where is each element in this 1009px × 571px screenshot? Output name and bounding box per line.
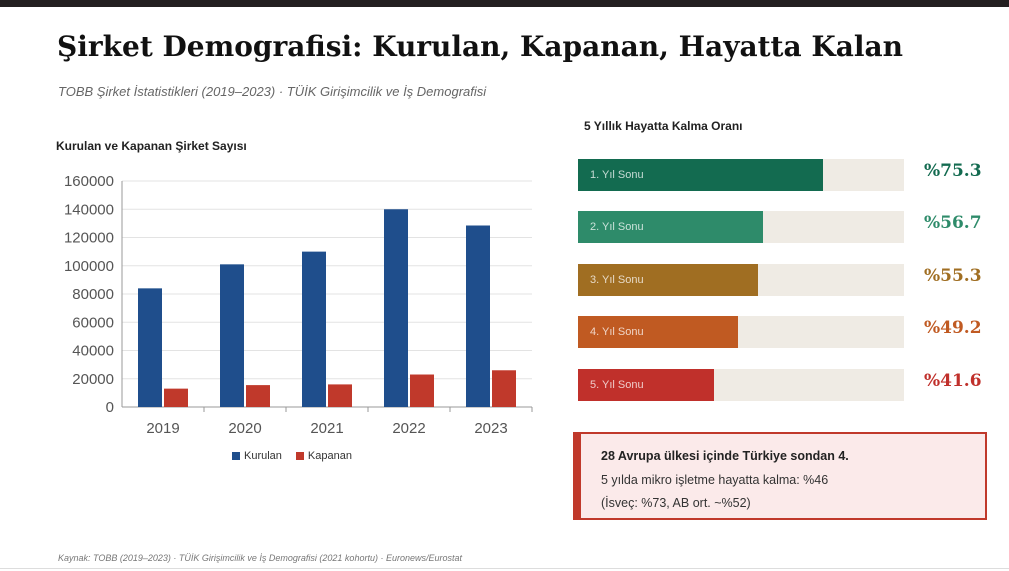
survival-row: 3. Yıl Sonu %55.3 xyxy=(578,264,998,296)
legend-label-kapanan: Kapanan xyxy=(307,450,352,462)
page-title: Şirket Demografisi: Kurulan, Kapanan, Ha… xyxy=(57,30,903,63)
page-subtitle: TOBB Şirket İstatistikleri (2019–2023) ·… xyxy=(58,84,487,99)
source-footer: Kaynak: TOBB (2019–2023) · TÜİK Girişimc… xyxy=(58,553,462,563)
y-tick-label: 120000 xyxy=(64,230,114,247)
survival-track: 3. Yıl Sonu xyxy=(578,264,904,296)
y-tick-label: 0 xyxy=(106,399,114,416)
x-tick-label: 2023 xyxy=(474,420,507,437)
y-tick-label: 140000 xyxy=(64,201,114,218)
survival-track: 4. Yıl Sonu xyxy=(578,316,904,348)
survival-row: 4. Yıl Sonu %49.2 xyxy=(578,316,998,348)
legend-swatch-kurulan xyxy=(232,452,240,460)
x-tick-label: 2022 xyxy=(392,420,425,437)
survival-bar-label: 2. Yıl Sonu xyxy=(590,221,644,233)
survival-row: 2. Yıl Sonu %56.7 xyxy=(578,211,998,243)
bottom-divider xyxy=(0,568,1009,569)
bar-kurulan-2020 xyxy=(220,264,244,407)
survival-chart-title: 5 Yıllık Hayatta Kalma Oranı xyxy=(584,119,743,133)
bar-kurulan-2021 xyxy=(302,251,326,407)
top-bar xyxy=(0,0,1009,7)
legend-item-kurulan: Kurulan xyxy=(232,450,282,462)
bar-chart-legend: Kurulan Kapanan xyxy=(232,450,352,462)
survival-row: 1. Yıl Sonu %75.3 xyxy=(578,159,998,191)
bar-kapanan-2022 xyxy=(410,374,434,407)
callout-line-2: (İsveç: %73, AB ort. ~%52) xyxy=(601,496,751,510)
survival-track: 5. Yıl Sonu xyxy=(578,369,904,401)
legend-label-kurulan: Kurulan xyxy=(244,450,282,462)
survival-value-label: %41.6 xyxy=(924,371,982,391)
y-tick-label: 40000 xyxy=(72,343,114,360)
bar-kapanan-2019 xyxy=(164,388,188,407)
survival-bar xyxy=(578,211,763,243)
x-tick-label: 2019 xyxy=(146,420,179,437)
bar-kapanan-2021 xyxy=(328,384,352,407)
survival-bar-label: 3. Yıl Sonu xyxy=(590,274,644,286)
survival-value-label: %56.7 xyxy=(924,213,982,233)
survival-bar xyxy=(578,316,739,348)
x-tick-label: 2020 xyxy=(228,420,261,437)
survival-track: 2. Yıl Sonu xyxy=(578,211,904,243)
survival-bar xyxy=(578,159,824,191)
y-tick-label: 160000 xyxy=(64,173,114,190)
survival-bar-label: 1. Yıl Sonu xyxy=(590,169,644,181)
bar-chart: 0 20000 40000 60000 80000 100000 120000 140000 1… xyxy=(64,173,533,437)
legend-item-kapanan: Kapanan xyxy=(295,450,352,462)
survival-value-label: %75.3 xyxy=(924,161,982,181)
survival-track: 1. Yıl Sonu xyxy=(578,159,904,191)
legend-swatch-kapanan xyxy=(295,452,304,460)
survival-bar-label: 4. Yıl Sonu xyxy=(590,326,644,338)
callout-line-1: 5 yılda mikro işletme hayatta kalma: %46 xyxy=(601,473,829,487)
bar-kurulan-2022 xyxy=(384,209,408,407)
bar-kurulan-2023 xyxy=(466,225,490,407)
bar-kurulan-2019 xyxy=(138,288,162,407)
survival-value-label: %49.2 xyxy=(924,318,982,338)
survival-row: 5. Yıl Sonu %41.6 xyxy=(578,369,998,401)
survival-value-label: %55.3 xyxy=(924,266,982,286)
y-tick-label: 60000 xyxy=(72,314,114,331)
y-tick-label: 80000 xyxy=(72,286,114,303)
x-tick-label: 2021 xyxy=(310,420,343,437)
y-tick-label: 100000 xyxy=(64,258,114,275)
survival-bar xyxy=(578,369,714,401)
y-tick-label: 20000 xyxy=(72,371,114,388)
survival-bar-label: 5. Yıl Sonu xyxy=(590,379,644,391)
survival-bar xyxy=(578,264,759,296)
bar-kapanan-2020 xyxy=(246,385,270,407)
callout-headline: 28 Avrupa ülkesi içinde Türkiye sondan 4… xyxy=(601,449,849,463)
bar-kapanan-2023 xyxy=(492,370,516,407)
bar-chart-title: Kurulan ve Kapanan Şirket Sayısı xyxy=(56,139,247,153)
callout-box: 28 Avrupa ülkesi içinde Türkiye sondan 4… xyxy=(573,432,987,520)
